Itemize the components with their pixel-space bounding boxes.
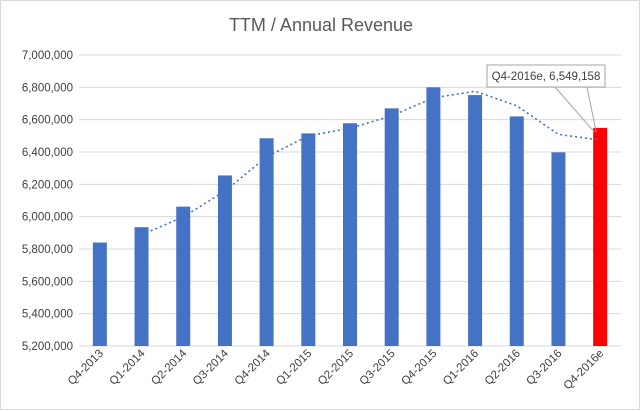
y-tick-label: 7,000,000 [22, 50, 73, 62]
y-tick-label: 5,200,000 [22, 341, 73, 353]
y-tick-label: 6,800,000 [22, 82, 73, 94]
y-tick-label: 5,600,000 [22, 276, 73, 288]
x-tick-label: Q1-2014 [108, 347, 149, 388]
x-tick-label: Q1-2015 [274, 348, 314, 388]
callout-box [486, 64, 606, 88]
y-tick-label: 5,800,000 [22, 244, 73, 256]
trendline-path [141, 90, 601, 236]
x-tick-label: Q2-2014 [149, 347, 190, 388]
callout-leader [554, 86, 595, 133]
bar [468, 95, 483, 347]
bar [384, 108, 399, 346]
trendline [141, 90, 601, 236]
y-tick-label: 6,600,000 [22, 115, 73, 127]
y-axis: 5,200,000 5,400,000 5,600,000 5,800,000 6,00… [22, 50, 73, 353]
chart-title: TTM / Annual Revenue [229, 15, 413, 35]
x-tick-label: Q4-2014 [233, 347, 274, 388]
x-tick-label: Q3-2016 [524, 348, 564, 388]
bar [259, 138, 274, 346]
bar [551, 152, 566, 346]
bar [134, 227, 149, 346]
x-tick-label: Q4-2015 [399, 348, 439, 388]
x-axis: Q4-2013 Q1-2014 Q2-2014 Q3-2014 Q4-2014 Q1-20… [66, 347, 606, 392]
bar [92, 242, 107, 346]
x-tick-label: Q3-2014 [191, 347, 232, 388]
bar [509, 116, 524, 346]
x-tick-label: Q2-2015 [316, 348, 356, 388]
bar [301, 133, 316, 346]
bar-highlight [593, 127, 608, 346]
y-tick-label: 6,200,000 [22, 179, 73, 191]
data-callout: Q4-2016e, 6,549,158 [486, 64, 606, 133]
callout-label: Q4-2016e, 6,549,158 [492, 71, 601, 83]
x-tick-label: Q4-2016e [562, 348, 607, 393]
bar [176, 206, 191, 346]
y-tick-label: 6,000,000 [22, 212, 73, 224]
y-tick-label: 5,400,000 [22, 309, 73, 321]
bar [343, 123, 357, 347]
x-tick-label: Q1-2016 [441, 348, 481, 388]
bar [426, 87, 441, 346]
bar [217, 175, 232, 346]
callout-leader [586, 86, 597, 132]
x-tick-label: Q2-2016 [483, 348, 523, 388]
x-tick-label: Q3-2015 [358, 348, 398, 388]
bars [92, 87, 608, 347]
x-tick-label: Q4-2013 [66, 348, 106, 388]
y-tick-label: 6,400,000 [22, 147, 73, 159]
